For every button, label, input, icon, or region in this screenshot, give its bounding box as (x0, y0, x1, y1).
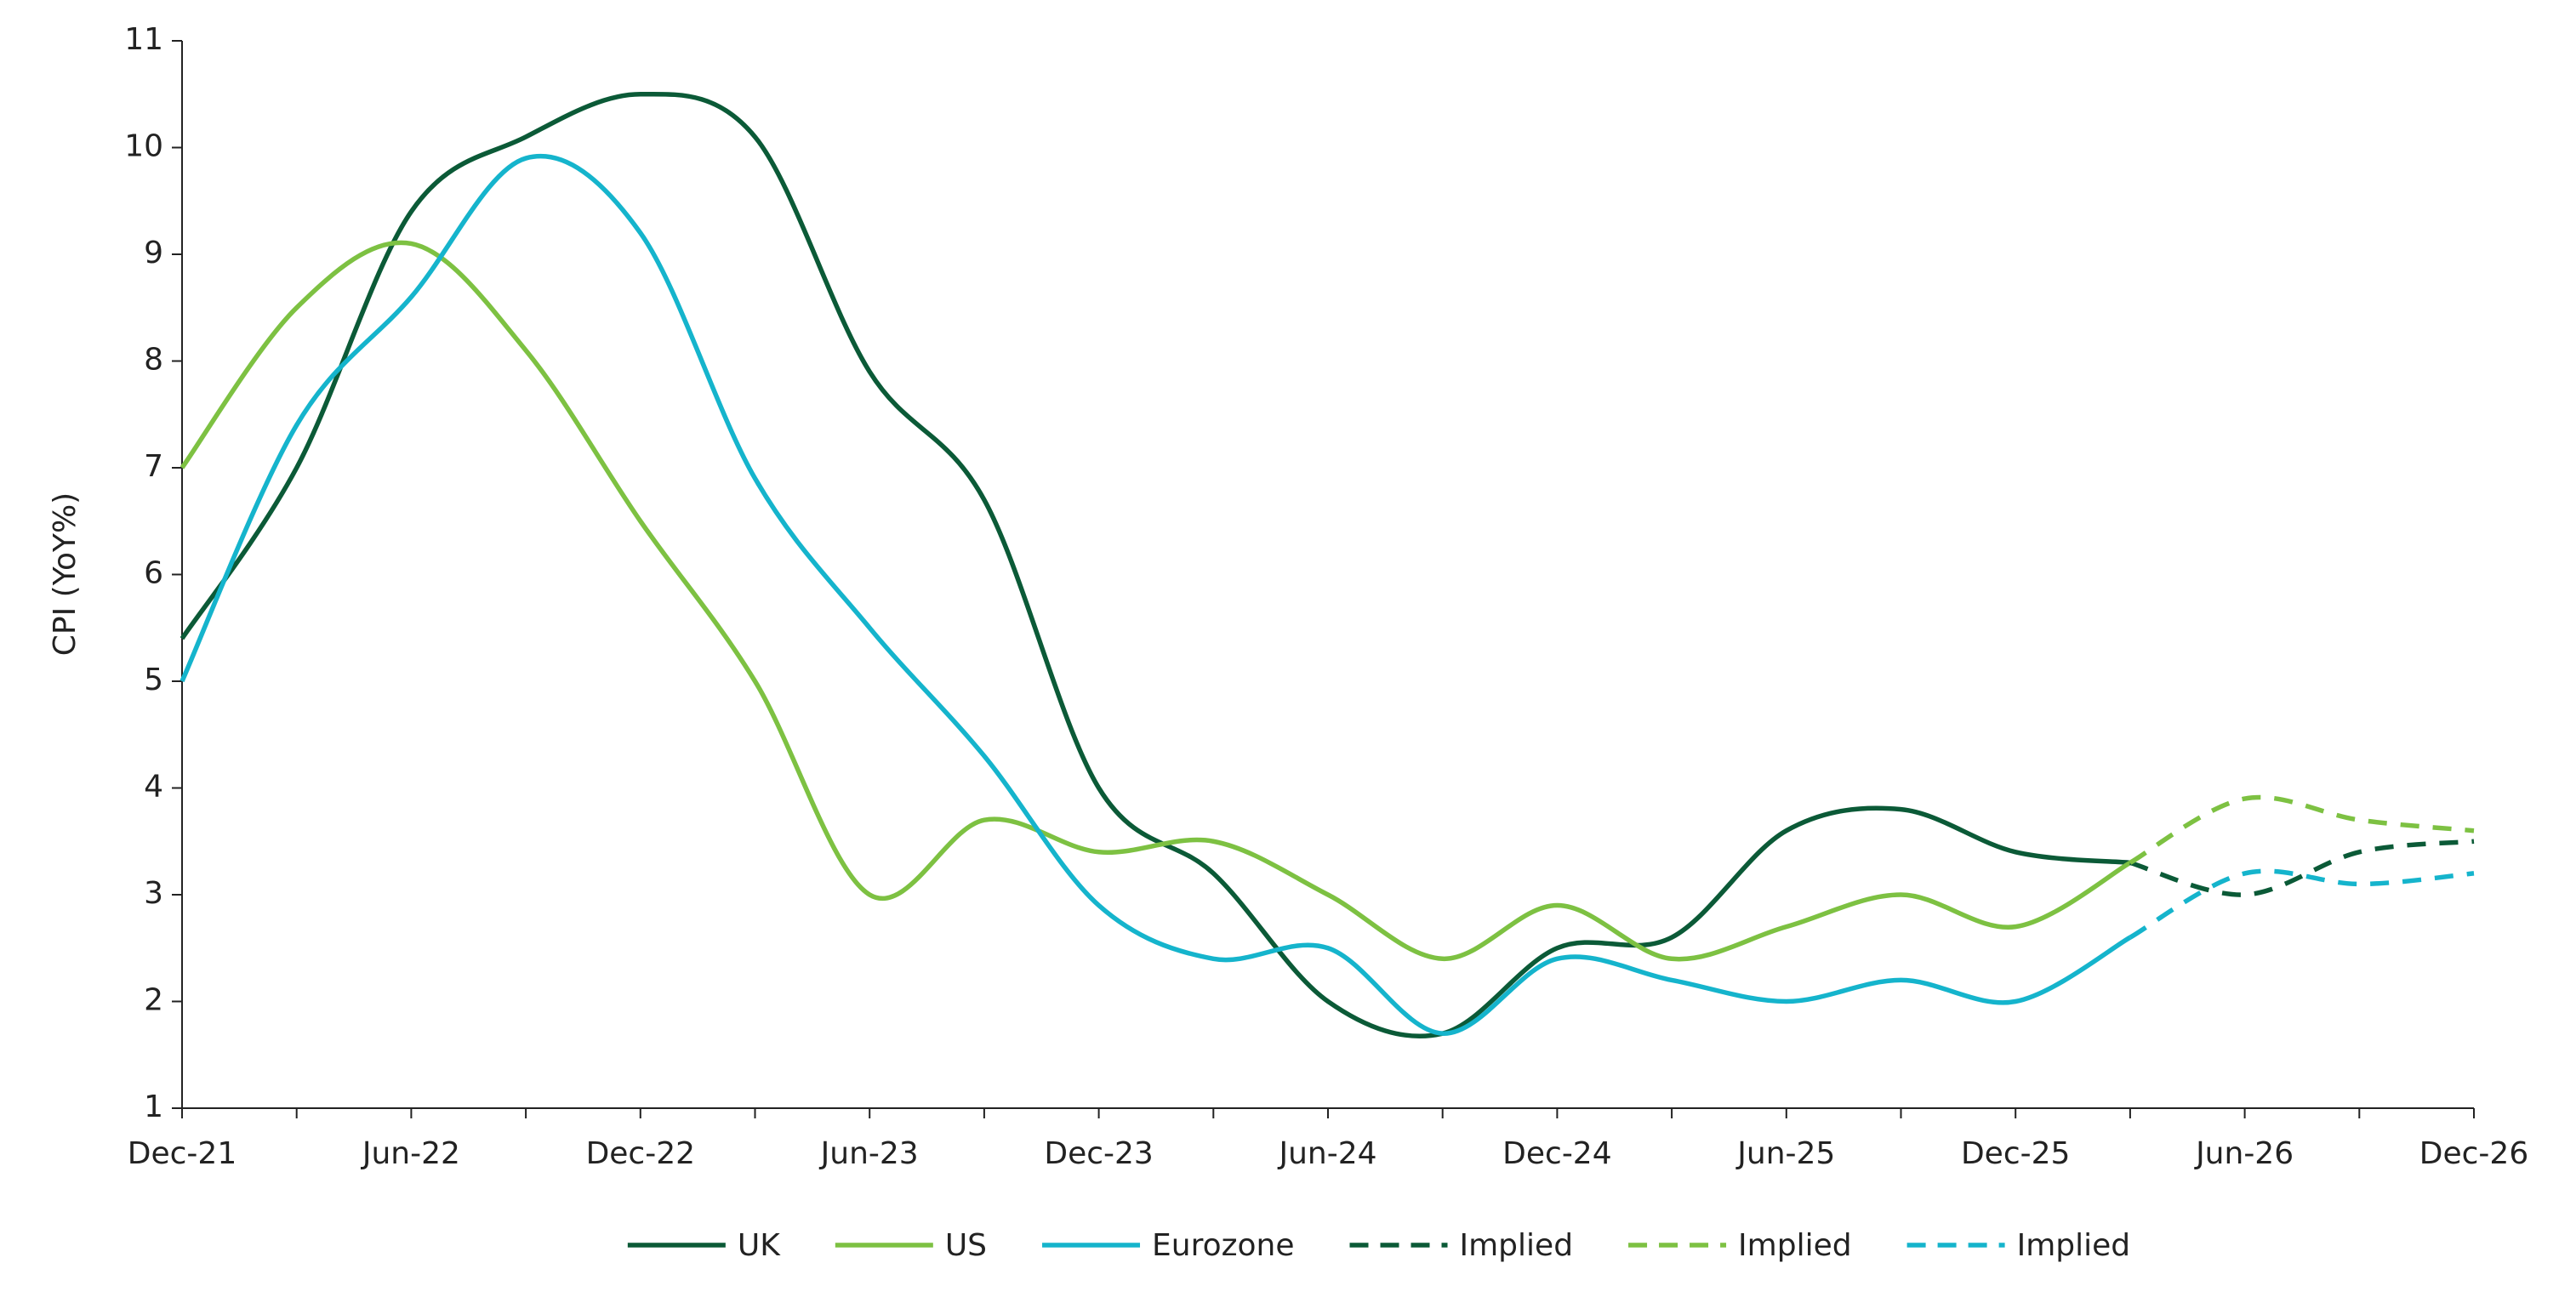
x-tick-label: Jun-23 (819, 1136, 919, 1171)
series-line (180, 153, 2132, 1036)
x-tick-label: Dec-26 (2419, 1136, 2528, 1171)
legend-label: Implied (1460, 1228, 1574, 1263)
series-line (2129, 839, 2475, 897)
y-tick-label: 10 (124, 129, 163, 164)
series-line (180, 240, 2132, 962)
y-tick-label: 7 (144, 449, 163, 484)
y-tick-label: 6 (144, 556, 163, 591)
x-tick-label: Dec-21 (128, 1136, 237, 1171)
series-line (180, 91, 2131, 1038)
legend-label: Implied (1738, 1228, 1852, 1263)
x-tick-label: Jun-25 (1735, 1136, 1835, 1171)
series-line (2129, 794, 2475, 865)
y-axis-label: CPI (YoY%) (48, 492, 83, 656)
legend-label: Implied (2017, 1228, 2131, 1263)
series-line (2129, 868, 2475, 940)
x-tick-label: Dec-25 (1961, 1136, 2070, 1171)
y-tick-label: 2 (144, 983, 163, 1018)
y-tick-label: 11 (124, 22, 163, 57)
legend-label: Eurozone (1152, 1228, 1294, 1263)
y-tick-label: 4 (144, 770, 163, 805)
y-tick-label: 1 (144, 1089, 163, 1124)
x-tick-label: Jun-26 (2194, 1136, 2294, 1171)
y-tick-label: 3 (144, 876, 163, 911)
x-tick-label: Dec-24 (1502, 1136, 1611, 1171)
x-tick-label: Dec-23 (1044, 1136, 1153, 1171)
legend-label: US (945, 1228, 987, 1263)
y-tick-label: 5 (144, 663, 163, 697)
x-tick-label: Jun-22 (361, 1136, 460, 1171)
y-tick-label: 9 (144, 236, 163, 270)
x-tick-label: Jun-24 (1277, 1136, 1376, 1171)
x-tick-label: Dec-22 (586, 1136, 695, 1171)
y-tick-label: 8 (144, 343, 163, 378)
legend-label: UK (738, 1228, 781, 1263)
